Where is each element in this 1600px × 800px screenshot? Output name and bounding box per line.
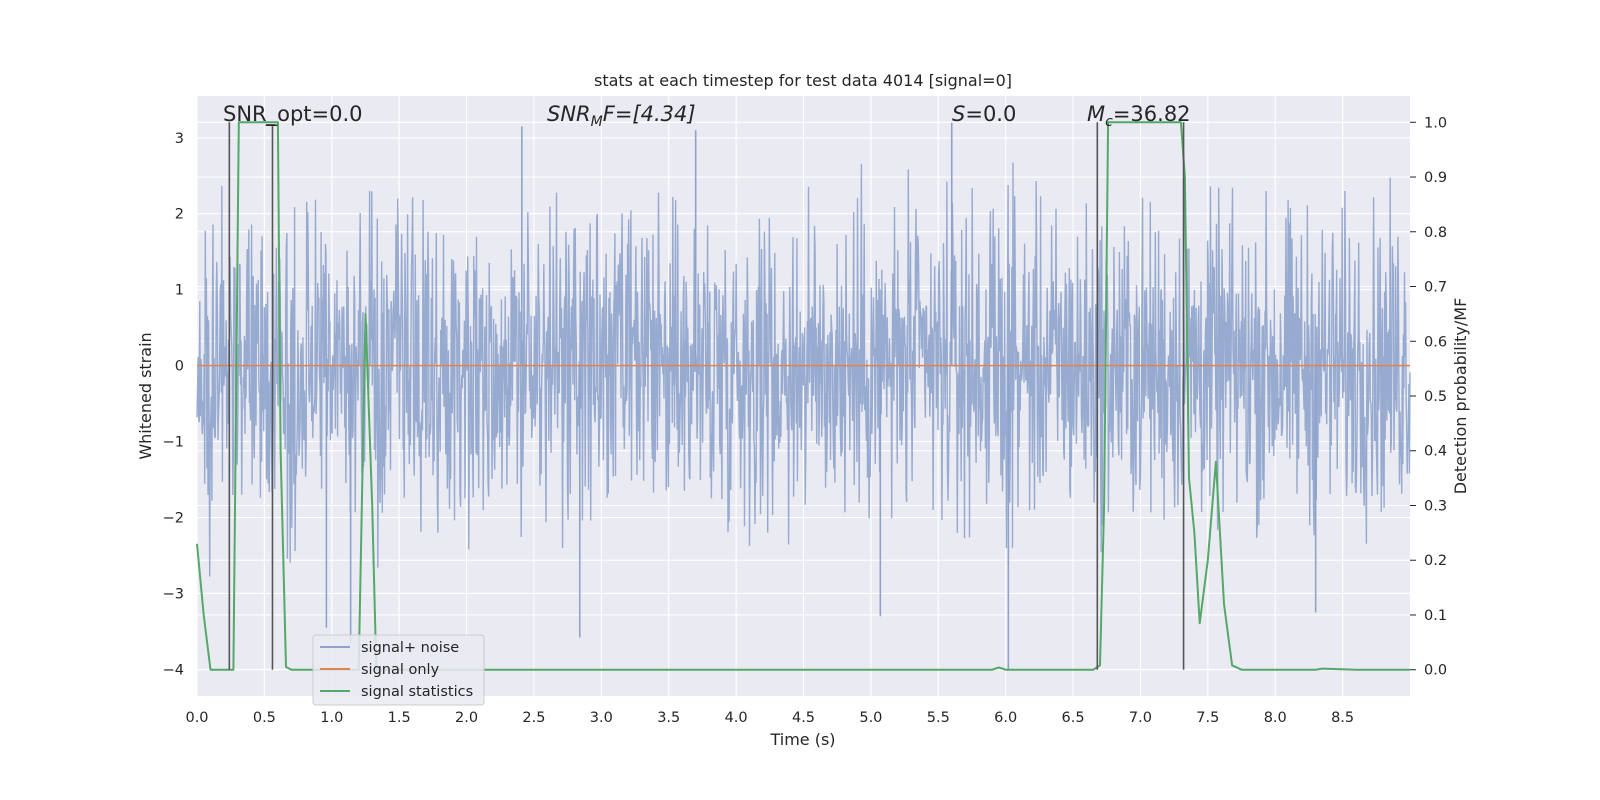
x-tick-label: 8.5 [1331, 710, 1354, 726]
x-tick-label: 6.0 [994, 710, 1017, 726]
noise-line [196, 162, 1411, 577]
y-left-tick-label: 3 [175, 131, 184, 147]
y-left-tick-label: −3 [163, 586, 184, 602]
x-tick-label: 6.5 [1062, 710, 1085, 726]
marker-lines [228, 122, 1185, 670]
annotation-mc: Mc=36.82 [1087, 102, 1191, 130]
chart-title: stats at each timestep for test data 401… [594, 71, 1012, 90]
x-tick-labels: 0.0 0.5 1.0 1.5 2.0 2.5 3.0 3.5 4.0 4.5 5.0 5.5 6.0 6… [185, 710, 1354, 726]
y-left-tick-label: −1 [163, 435, 184, 451]
stats-line [196, 121, 1410, 671]
x-tick-label: 7.0 [1129, 710, 1152, 726]
y-right-tick-label: 0.5 [1424, 389, 1447, 405]
y-right-tick-label: 0.4 [1424, 444, 1447, 460]
y-left-tick-label: 0 [175, 359, 184, 375]
y-right-tick-label: 1.0 [1424, 115, 1447, 131]
snr-mf-tail: F=[4.34] [603, 102, 696, 126]
y-left-tick-label: −4 [163, 662, 184, 678]
snr-mf-sub: M [591, 114, 603, 130]
y-left-tick-labels: 3 2 1 0 −1 −2 −3 −4 [163, 131, 184, 679]
y-left-tick-label: −2 [163, 511, 184, 527]
x-tick-label: 8.0 [1264, 710, 1287, 726]
y-right-tick-label: 0.8 [1424, 225, 1447, 241]
signal-statistics-series [196, 121, 1410, 671]
y-right-tick-label: 0.9 [1424, 170, 1447, 186]
y-right-tick-label: 0.7 [1424, 280, 1447, 296]
mc-sub: c [1105, 114, 1113, 130]
x-tick-label: 5.0 [859, 710, 882, 726]
legend-label-signal: signal only [361, 662, 440, 678]
legend-label-stats: signal statistics [361, 684, 473, 700]
mc-base: M [1087, 102, 1105, 126]
x-tick-label: 3.5 [657, 710, 680, 726]
x-tick-label: 7.5 [1196, 710, 1219, 726]
x-tick-label: 0.5 [253, 710, 276, 726]
x-tick-label: 4.0 [725, 710, 748, 726]
x-tick-label: 1.0 [320, 710, 343, 726]
y-right-tick-label: 0.2 [1424, 553, 1447, 569]
x-tick-label: 2.5 [522, 710, 545, 726]
legend-box [312, 634, 485, 706]
snr-mf-base: SNR [547, 102, 591, 126]
y-left-tick-label: 1 [175, 283, 184, 299]
mc-tail: =36.82 [1113, 102, 1191, 126]
y-right-tick-label: 0.0 [1424, 663, 1447, 679]
y-right-tick-label: 0.3 [1424, 498, 1447, 514]
x-tick-label: 4.5 [792, 710, 815, 726]
y-right-tick-label: 0.6 [1424, 334, 1447, 350]
x-axis-label: Time (s) [769, 730, 835, 749]
y-axis-label-left: Whitened strain [136, 332, 155, 459]
legend: signal+ noise signal only signal statist… [312, 634, 485, 706]
x-tick-label: 2.0 [455, 710, 478, 726]
s-base: S [952, 102, 965, 126]
x-tick-label: 0.0 [185, 710, 208, 726]
x-tick-label: 1.5 [388, 710, 411, 726]
y-axis-label-right: Detection probability/MF [1451, 298, 1470, 495]
annotation-s: S=0.0 [952, 102, 1016, 126]
x-tick-label: 5.5 [927, 710, 950, 726]
annotation-snr-mf: SNRMF=[4.34] [547, 102, 696, 130]
s-tail: =0.0 [965, 102, 1016, 126]
y-right-tick-label: 0.1 [1424, 608, 1447, 624]
y-right-tick-labels: 1.0 0.9 0.8 0.7 0.6 0.5 0.4 0.3 0.2 0.1 0.0 [1410, 115, 1447, 679]
annotation-snr-opt: SNR_opt=0.0 [223, 102, 363, 127]
y-left-tick-label: 2 [175, 207, 184, 223]
legend-label-noise: signal+ noise [361, 640, 459, 656]
x-tick-label: 3.0 [590, 710, 613, 726]
